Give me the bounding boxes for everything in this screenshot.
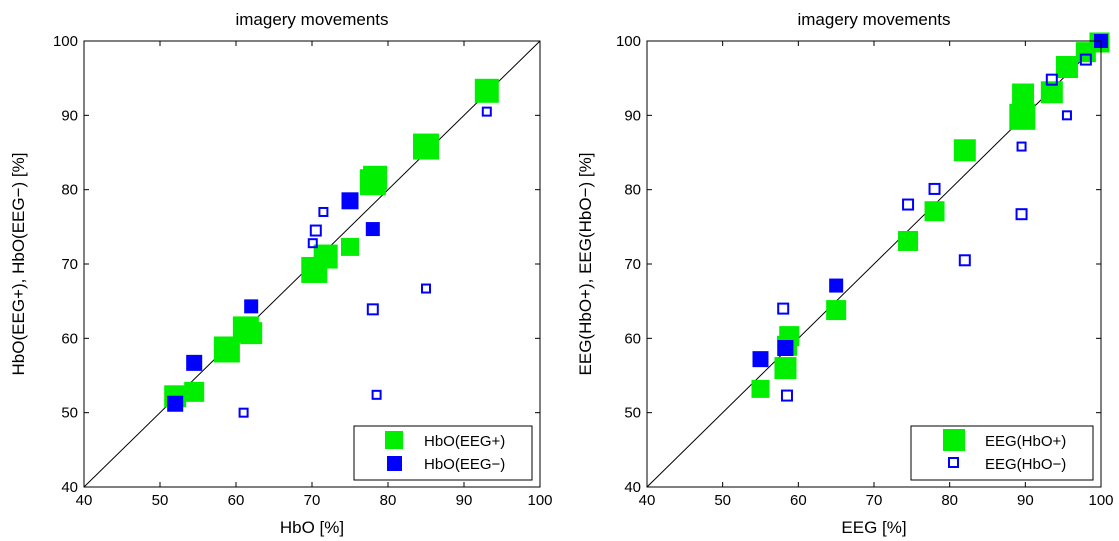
right-y-tick-label: 100 [616, 33, 641, 50]
left-x-tick-label: 60 [228, 492, 245, 509]
right-legend-marker-hbo-plus [943, 429, 965, 451]
right-marker-minus [1015, 208, 1028, 221]
left-marker-minus [238, 407, 249, 418]
right-legend-marker-hbo-minus [948, 457, 959, 468]
right-data-markers [751, 32, 1110, 402]
right-legend-label-hbo-minus: EEG(HbO−) [985, 456, 1066, 473]
left-y-tick-label: 60 [61, 330, 78, 347]
left-x-tick-label: 80 [380, 492, 397, 509]
left-y-tick-label: 70 [61, 256, 78, 273]
right-marker-minus [928, 182, 941, 195]
left-x-tick-label: 40 [76, 492, 93, 509]
left-marker-plus [240, 322, 263, 345]
right-y-tick-label: 70 [624, 256, 641, 273]
right-y-tick-label: 60 [624, 330, 641, 347]
left-marker-plus [363, 165, 388, 190]
right-marker-plus [1055, 56, 1078, 79]
right-x-tick-label: 40 [639, 492, 656, 509]
left-y-tick-label: 100 [53, 33, 78, 50]
left-chart-title: imagery movements [235, 10, 388, 29]
left-marker-minus [371, 389, 382, 400]
right-axis-ticks: 40 50 60 70 80 90 100 40 50 60 70 80 90 100 [616, 33, 1114, 509]
left-marker-minus [167, 395, 184, 412]
left-legend-marker-eeg-minus [387, 456, 402, 471]
right-x-tick-label: 70 [866, 492, 883, 509]
left-y-tick-label: 80 [61, 182, 78, 199]
left-x-axis-label: HbO [%] [280, 518, 344, 537]
right-marker-minus [902, 198, 915, 211]
left-marker-minus [366, 303, 379, 316]
right-plot-frame [646, 40, 1102, 488]
left-plot-frame [83, 40, 541, 488]
left-data-markers [164, 78, 499, 418]
right-x-tick-label: 80 [941, 492, 958, 509]
left-marker-minus [186, 354, 203, 371]
left-y-tick-label: 90 [61, 107, 78, 124]
left-legend-label-eeg-plus: HbO(EEG+) [424, 433, 505, 450]
left-legend-marker-eeg-plus [385, 431, 403, 449]
right-marker-minus [1016, 141, 1027, 152]
right-y-axis-label: EEG(HbO+), EEG(HbO−) [%] [576, 153, 595, 376]
left-x-tick-label: 50 [152, 492, 169, 509]
right-legend-label-hbo-plus: EEG(HbO+) [985, 433, 1066, 450]
right-marker-minus [752, 351, 769, 368]
right-x-tick-label: 100 [1088, 492, 1113, 509]
right-x-tick-label: 50 [714, 492, 731, 509]
right-marker-plus [774, 357, 797, 380]
right-legend-box [910, 425, 1094, 481]
right-x-tick-label: 90 [1017, 492, 1034, 509]
right-scatter-panel: imagery movements EEG [%] EEG(HbO+), EEG… [576, 10, 1114, 537]
right-marker-plus [898, 230, 919, 251]
left-marker-plus [413, 133, 439, 160]
right-legend: EEG(HbO+) EEG(HbO−) [910, 425, 1094, 481]
left-legend-label-eeg-minus: HbO(EEG−) [424, 456, 505, 473]
left-x-tick-label: 100 [527, 492, 552, 509]
right-y-tick-label: 90 [624, 107, 641, 124]
left-legend: HbO(EEG+) HbO(EEG−) [353, 425, 533, 481]
left-x-tick-label: 70 [304, 492, 321, 509]
left-y-axis-label: HbO(EEG+), HbO(EEG−) [%] [9, 153, 28, 376]
right-marker-minus [829, 278, 844, 293]
left-marker-plus [341, 237, 359, 256]
left-marker-minus [244, 299, 259, 314]
right-marker-minus [777, 339, 794, 356]
right-marker-plus [1012, 83, 1035, 106]
left-marker-plus [313, 244, 338, 269]
right-marker-plus [751, 379, 770, 398]
left-x-tick-label: 90 [456, 492, 473, 509]
right-marker-plus [924, 201, 945, 222]
left-legend-box [353, 425, 533, 481]
right-marker-minus [958, 254, 971, 267]
right-marker-minus [777, 302, 790, 315]
left-marker-minus [481, 106, 492, 117]
right-marker-minus [1045, 73, 1058, 86]
left-marker-minus [307, 238, 318, 249]
right-x-axis-label: EEG [%] [841, 518, 906, 537]
left-axis-ticks: 40 50 60 70 80 90 100 40 50 60 70 80 90 100 [53, 33, 553, 509]
right-y-tick-label: 80 [624, 182, 641, 199]
right-chart-title: imagery movements [797, 10, 950, 29]
left-marker-minus [309, 224, 322, 237]
right-marker-minus [780, 389, 793, 402]
right-y-tick-label: 50 [624, 405, 641, 422]
left-y-tick-label: 50 [61, 405, 78, 422]
right-y-tick-label: 40 [624, 479, 641, 496]
right-x-tick-label: 60 [790, 492, 807, 509]
right-marker-plus [826, 300, 847, 321]
right-marker-minus [1061, 110, 1072, 121]
right-marker-plus [1009, 103, 1036, 130]
left-marker-minus [421, 283, 431, 294]
left-y-tick-label: 40 [61, 479, 78, 496]
right-marker-plus [953, 139, 976, 162]
left-marker-minus [318, 206, 329, 217]
right-marker-minus [1079, 53, 1092, 66]
left-marker-minus [341, 192, 359, 210]
left-scatter-panel: imagery movements HbO [%] HbO(EEG+), HbO… [9, 10, 553, 537]
left-marker-plus [474, 78, 499, 103]
right-marker-plus [1040, 81, 1063, 104]
left-marker-minus [365, 222, 380, 237]
left-marker-plus [184, 381, 205, 402]
